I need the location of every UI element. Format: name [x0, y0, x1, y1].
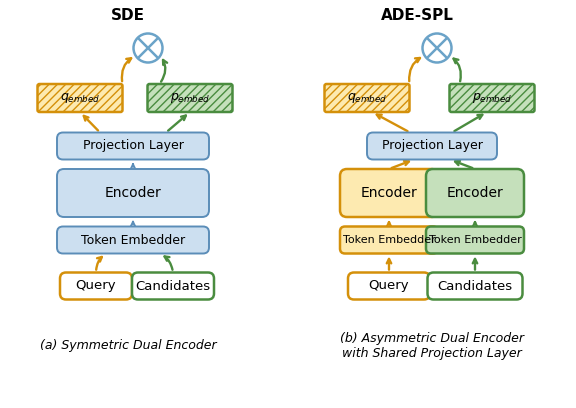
Text: Encoder: Encoder — [446, 186, 503, 200]
FancyBboxPatch shape — [340, 226, 438, 253]
Text: $q_{embed}$: $q_{embed}$ — [347, 91, 387, 105]
Text: Token Embedder: Token Embedder — [343, 235, 435, 245]
FancyBboxPatch shape — [340, 169, 438, 217]
Text: Projection Layer: Projection Layer — [82, 140, 183, 153]
Text: Candidates: Candidates — [437, 279, 513, 293]
Text: (b) Asymmetric Dual Encoder
with Shared Projection Layer: (b) Asymmetric Dual Encoder with Shared … — [340, 332, 524, 360]
FancyBboxPatch shape — [367, 133, 497, 160]
FancyBboxPatch shape — [57, 226, 209, 253]
Text: $q_{embed}$: $q_{embed}$ — [60, 91, 100, 105]
FancyBboxPatch shape — [324, 84, 410, 112]
Text: Token Embedder: Token Embedder — [429, 235, 521, 245]
Text: Token Embedder: Token Embedder — [81, 233, 185, 246]
Text: (a) Symmetric Dual Encoder: (a) Symmetric Dual Encoder — [40, 339, 217, 353]
FancyBboxPatch shape — [57, 169, 209, 217]
FancyBboxPatch shape — [426, 169, 524, 217]
Text: $p_{embed}$: $p_{embed}$ — [170, 91, 210, 105]
Text: $p_{embed}$: $p_{embed}$ — [472, 91, 512, 105]
Text: Candidates: Candidates — [135, 279, 211, 293]
Text: ADE-SPL: ADE-SPL — [381, 7, 453, 22]
Text: Encoder: Encoder — [361, 186, 418, 200]
FancyBboxPatch shape — [37, 84, 123, 112]
Text: Query: Query — [369, 279, 410, 293]
FancyBboxPatch shape — [147, 84, 233, 112]
Text: Query: Query — [75, 279, 116, 293]
FancyBboxPatch shape — [449, 84, 535, 112]
FancyBboxPatch shape — [132, 273, 214, 299]
FancyBboxPatch shape — [427, 273, 522, 299]
Text: Encoder: Encoder — [105, 186, 161, 200]
FancyBboxPatch shape — [348, 273, 430, 299]
Text: Projection Layer: Projection Layer — [381, 140, 483, 153]
FancyBboxPatch shape — [60, 273, 132, 299]
FancyBboxPatch shape — [426, 226, 524, 253]
FancyBboxPatch shape — [57, 133, 209, 160]
Text: SDE: SDE — [111, 7, 145, 22]
